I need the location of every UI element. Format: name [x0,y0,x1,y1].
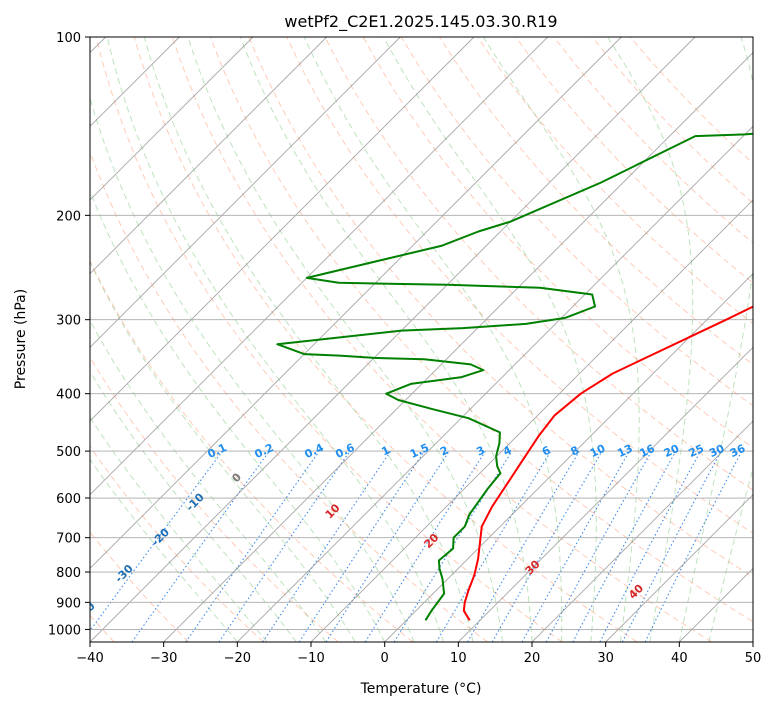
isotherm-line [90,37,401,348]
mixing-ratio-label: 30 [707,442,727,460]
moist-adiabat-line [90,416,268,642]
x-tick-label: 0 [381,651,389,666]
isotherm-line [531,420,753,642]
dry-adiabat-line [133,37,638,642]
x-tick-label: −30 [150,651,177,666]
isotherm-line [384,273,753,642]
moist-adiabat-line [239,37,533,642]
plot-frame [89,36,754,643]
isobar-gridlines [90,37,753,630]
isotherm-line [90,37,254,201]
isotherm-line [237,125,753,642]
moist-adiabat-line [383,37,597,642]
dry-adiabat-line [248,37,753,578]
isotherm-line [90,37,327,275]
isotherm-line [458,346,753,642]
y-tick-label: 900 [56,596,81,611]
moist-adiabat-line [90,370,297,642]
moist-adiabat-line [482,37,640,642]
moist-adiabat-line [678,37,753,642]
isotherm-line [605,494,753,642]
x-tick-label: 40 [671,651,688,666]
mixing-ratio-line [325,450,450,642]
dry-adiabat-line [90,356,339,642]
mixing-ratio-label: 16 [638,442,658,460]
sounding-traces [276,132,753,621]
dry-adiabat-line [210,37,753,623]
mixing-ratio-line [298,450,425,642]
mixing-ratio-line [545,450,653,642]
isotherm-line [310,199,753,642]
plot-area: -100-90-80-70-60-50-40-30-20-10010203040… [75,37,753,642]
x-axis-ticks: −40 −30 −20 −10 0 10 20 30 40 50 [76,642,761,666]
dry-adiabat-line [171,37,712,642]
y-tick-label: 400 [56,388,81,403]
mixing-ratio-line [572,450,677,642]
moist-adiabat-line [90,458,238,642]
mixing-ratio-line [90,450,223,632]
dry-adiabat-line [515,37,753,284]
dry-adiabat-label: -40 [75,599,98,622]
y-tick-label: 1000 [48,623,81,638]
y-tick-label: 600 [56,492,81,507]
dry-adiabat-line [286,37,753,534]
moist-adiabat-line [303,37,563,642]
moist-adiabat-line [90,319,327,642]
y-tick-label: 300 [56,314,81,329]
y-tick-label: 800 [56,566,81,581]
y-axis-label: Pressure (hPa) [13,289,29,389]
mixing-ratio-label: 10 [588,442,608,460]
isotherm-line [90,37,548,496]
x-axis-label: Temperature (°C) [360,681,482,697]
dry-adiabat-line [95,37,563,642]
mixing-ratio-label: 36 [728,442,748,460]
isotherm-line [90,37,696,642]
moist-adiabat-line [708,466,753,642]
x-tick-label: −20 [224,651,251,666]
isotherm-line [90,37,475,422]
moist-adiabat-line [90,189,386,642]
sounding-line [276,132,753,621]
mixing-ratio-line [262,450,392,642]
dry-adiabat-line [90,259,414,642]
dry-adiabat-line [324,37,753,491]
isotherm-line [163,52,753,642]
dry-adiabat-line [90,445,264,642]
y-tick-label: 100 [56,31,81,46]
mixing-ratio-line [644,450,743,642]
x-tick-label: 10 [450,651,467,666]
mixing-ratio-label: 20 [662,442,682,460]
dry-adiabats [90,37,753,642]
mixing-ratio-line [218,450,351,642]
moist-adiabat-line [106,37,445,642]
x-tick-label: −10 [297,651,324,666]
x-tick-label: 50 [745,651,762,666]
y-axis-ticks: 1000 900 800 700 600 500 400 300 200 100 [48,31,90,638]
mixing-ratio-label: 13 [615,442,634,460]
moist-adiabat-line [90,260,356,642]
moist-adiabat-line [143,37,474,642]
mixing-ratio-line [521,450,630,642]
chart-title: wetPf2_C2E1.2025.145.03.30.R19 [284,12,557,32]
moist-adiabat-line [187,37,503,642]
y-tick-label: 700 [56,532,81,547]
sounding-line [462,305,753,621]
y-tick-label: 500 [56,445,81,460]
x-tick-label: 20 [524,651,541,666]
x-tick-label: −40 [76,651,103,666]
mixing-ratio-line [131,450,270,642]
moist-adiabat-line [607,37,694,642]
x-tick-label: 30 [597,651,614,666]
moist-adiabats [90,37,753,642]
mixing-ratio-line [185,450,320,642]
mixing-ratio-label: 25 [687,442,706,460]
skewed-isotherms [90,37,753,642]
y-tick-label: 200 [56,209,81,224]
